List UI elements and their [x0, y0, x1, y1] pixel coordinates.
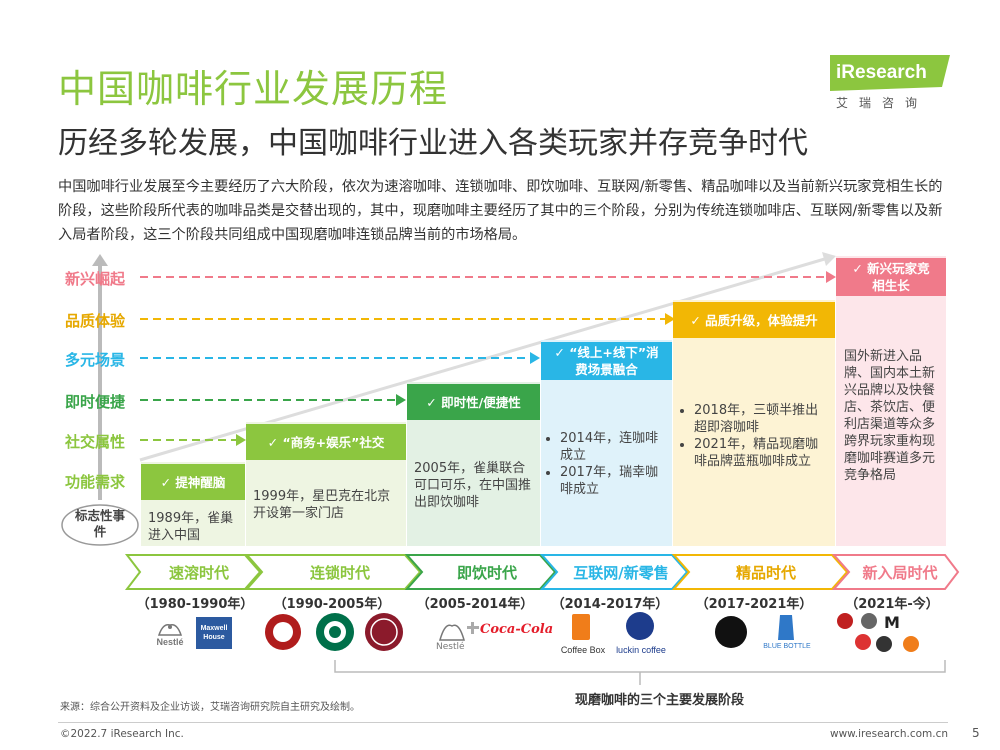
column-text-5: 2018年，三顿半推出超即溶咖啡 2021年，精品现磨咖啡品牌蓝瓶咖啡成立	[680, 402, 830, 470]
iresearch-logo	[830, 55, 950, 91]
era-years-2: （1990-2005年）	[273, 597, 391, 612]
milestone-label: 标志性事件	[74, 508, 125, 539]
column-head-5: ✓ 品质升级，体验提升	[673, 302, 835, 338]
source-note: 来源：综合公开资料及企业访谈，艾瑞咨询研究院自主研究及绘制。	[60, 702, 360, 713]
era-years-1: （1980-1990年）	[136, 597, 254, 612]
luckin-logo: luckin coffee	[616, 645, 666, 655]
list-item: 2018年，三顿半推出超即溶咖啡	[694, 402, 830, 436]
column-text-4: 2014年，连咖啡成立 2017年，瑞幸咖啡成立	[546, 430, 668, 498]
list-item: 2017年，瑞幸咖啡成立	[560, 464, 668, 498]
page-title: 中国咖啡行业发展历程	[58, 67, 449, 111]
column-head-4: ✓ “线上+线下”消费场景融合	[541, 342, 672, 380]
era-internet: 互联网/新零售	[573, 563, 669, 582]
nestle-logo: Nestlé	[150, 617, 190, 649]
column-text-6: 国外新进入品牌、国内本土新兴品牌以及快餐店、茶饮店、便利店渠道等众多跨界玩家重构…	[844, 349, 936, 483]
stage-label-instant: 即时便捷	[64, 393, 125, 411]
logo-sub: 艾瑞咨询	[836, 96, 929, 110]
copyright: ©2022.7 iResearch Inc.	[60, 728, 184, 740]
list-item: 2014年，连咖啡成立	[560, 430, 668, 464]
era-new-entrants: 新入局时代	[862, 563, 938, 582]
column-text-2: 1999年，星巴克在北京开设第一家门店	[253, 489, 391, 521]
column-head-2: ✓ “商务+娱乐”社交	[246, 424, 406, 460]
coca-cola-logo: Coca-Cola	[480, 622, 554, 637]
page-subtitle: 历经多轮发展，中国咖啡行业进入各类玩家并存竞争时代	[58, 126, 808, 161]
blue-bottle-logo: BLUE BOTTLE	[763, 643, 811, 650]
stage-label-quality: 品质体验	[64, 312, 125, 330]
column-text-1: 1989年，雀巢进入中国	[148, 511, 234, 543]
era-instant-coffee: 速溶时代	[168, 563, 229, 582]
nestle-logo-2: Nestlé	[436, 642, 465, 652]
stage-label-social: 社交属性	[64, 433, 125, 451]
era-years-4: （2014-2017年）	[551, 597, 669, 612]
page-number: 5	[972, 726, 980, 740]
stage-label-emerging: 新兴崛起	[64, 270, 125, 288]
era-specialty: 精品时代	[735, 563, 796, 582]
footer-divider	[58, 722, 948, 723]
era-years-6: （2021年-今）	[845, 597, 939, 612]
coffee-box-logo: Coffee Box	[560, 645, 606, 655]
intro-paragraph: 中国咖啡行业发展至今主要经历了六大阶段，依次为速溶咖啡、连锁咖啡、即饮咖啡、互联…	[58, 179, 943, 243]
column-head-6: ✓ 新兴玩家竞相生长	[836, 258, 946, 296]
website-link[interactable]: www.iresearch.com.cn	[830, 728, 949, 740]
column-head-1: ✓ 提神醒脑	[141, 464, 245, 500]
stage-label-function: 功能需求	[64, 473, 125, 491]
logo-brand: iResearch	[836, 62, 927, 83]
column-text-3: 2005年，雀巢联合可口可乐，在中国推出即饮咖啡	[414, 461, 532, 510]
column-head-3: ✓ 即时性/便捷性	[407, 384, 540, 420]
maxwell-house-logo: Maxwell House	[196, 617, 232, 649]
stage-label-scenes: 多元场景	[64, 351, 125, 369]
list-item: 2021年，精品现磨咖啡品牌蓝瓶咖啡成立	[694, 436, 830, 470]
bracket-label: 现磨咖啡的三个主要发展阶段	[575, 693, 745, 708]
era-years-3: （2005-2014年）	[416, 597, 534, 612]
era-ready-to-drink: 即饮时代	[456, 563, 517, 582]
era-chain: 连锁时代	[309, 563, 370, 582]
svg-text:M: M	[884, 613, 900, 632]
era-years-5: （2017-2021年）	[695, 597, 813, 612]
